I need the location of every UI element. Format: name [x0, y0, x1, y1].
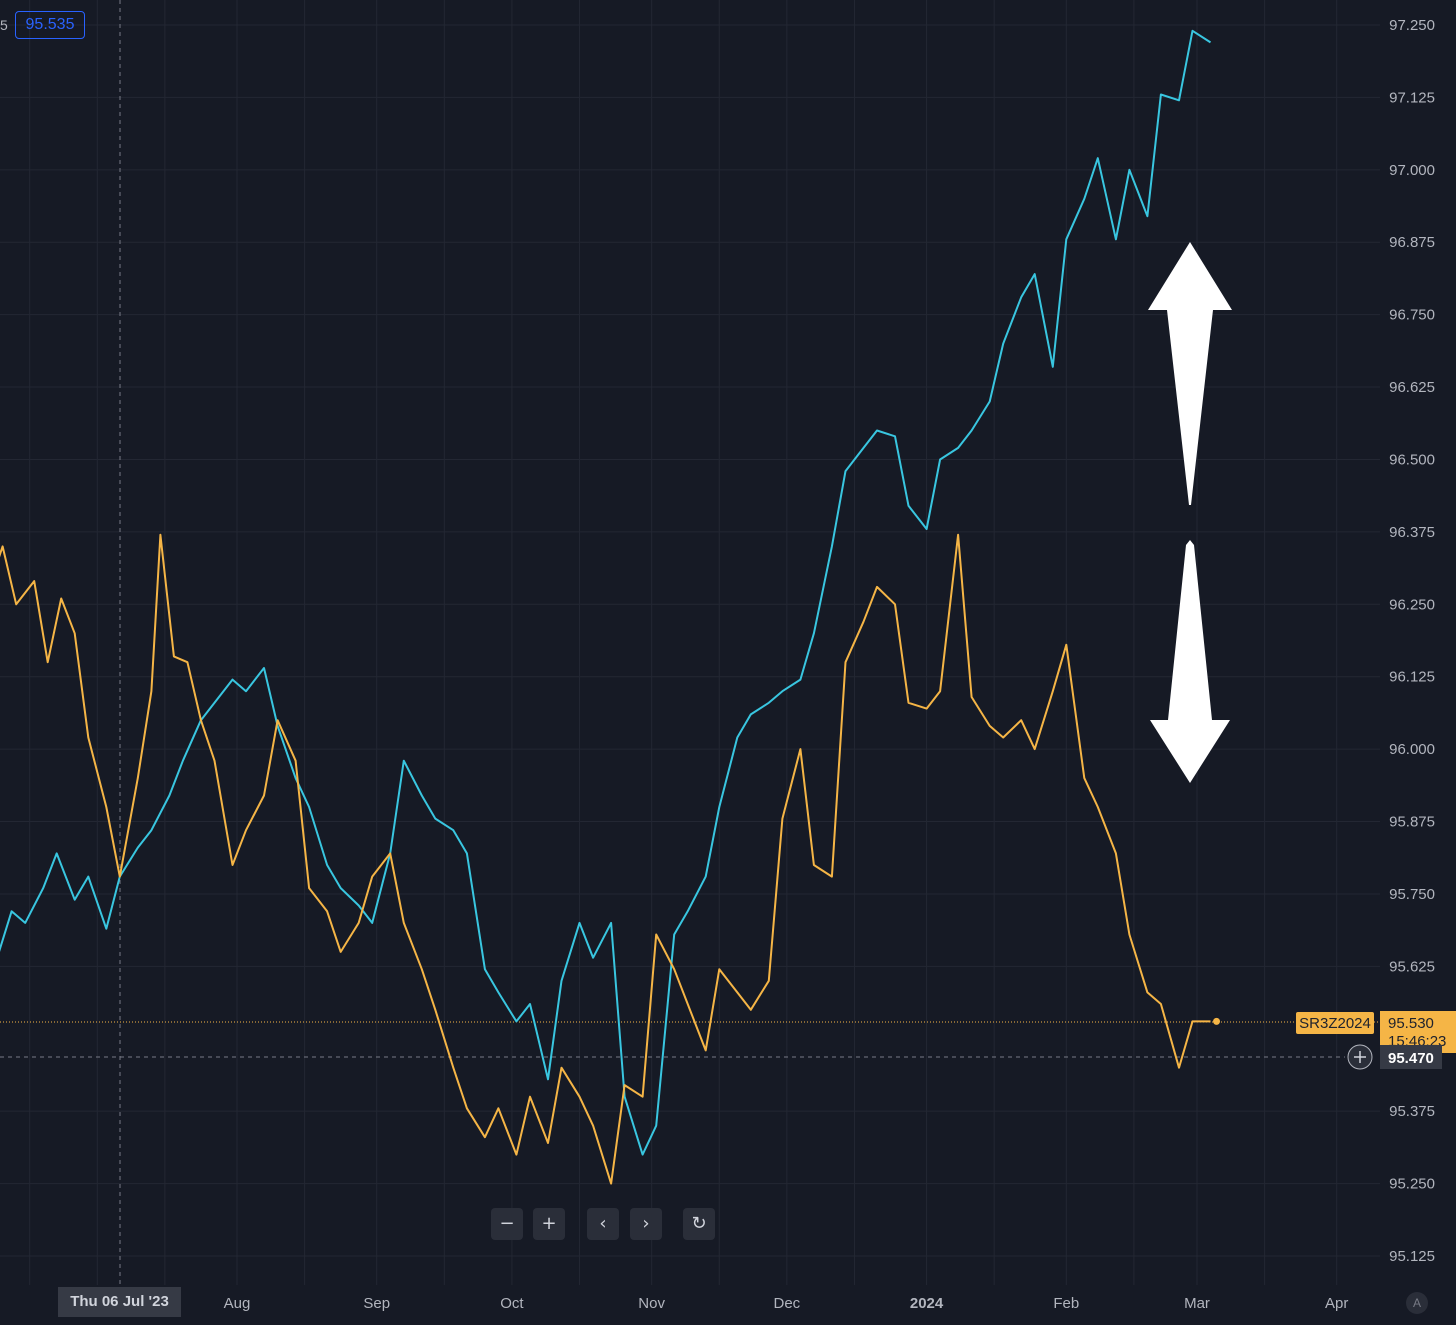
symbol-label: SR3Z2024: [1299, 1015, 1371, 1032]
price-tick-label: 96.125: [1389, 669, 1435, 686]
price-tick-label: 95.625: [1389, 958, 1435, 975]
time-tick-label: Feb: [1053, 1295, 1079, 1312]
zoom-in-button[interactable]: +: [533, 1208, 565, 1240]
crosshair-date-label: Thu 06 Jul '23: [58, 1287, 181, 1317]
series-line-orange[interactable]: [0, 442, 1211, 1185]
price-tick-label: 97.125: [1389, 89, 1435, 106]
legend-truncated-text: 5: [0, 17, 8, 33]
price-tick-label: 96.875: [1389, 234, 1435, 251]
price-tick-label: 96.000: [1389, 741, 1435, 758]
series-lines: [0, 29, 1221, 1185]
time-tick-label: 2024: [910, 1295, 944, 1312]
grid-lines: [0, 24, 1380, 1257]
auto-scale-button[interactable]: A: [1406, 1292, 1428, 1314]
legend-value-badge: 95.535: [15, 11, 85, 39]
crosshair-price-box: [1380, 1045, 1442, 1069]
scroll-left-button[interactable]: ‹: [587, 1208, 619, 1240]
zoom-out-button[interactable]: −: [491, 1208, 523, 1240]
time-tick-label: Oct: [500, 1295, 524, 1312]
price-scale[interactable]: 97.250 97.125 97.000 96.875 96.750 96.625 96.5…: [1389, 17, 1435, 1265]
price-tick-label: 97.000: [1389, 162, 1435, 179]
time-scale[interactable]: Aug Sep Oct Nov Dec 2024 Feb Mar Apr: [224, 1295, 1349, 1312]
double-arrow-upper: [1148, 242, 1232, 505]
price-tick-label: 96.625: [1389, 379, 1435, 396]
time-tick-label: Sep: [363, 1295, 390, 1312]
scroll-right-button[interactable]: ›: [630, 1208, 662, 1240]
price-tick-label: 95.875: [1389, 814, 1435, 831]
time-tick-label: Apr: [1325, 1295, 1348, 1312]
last-point-marker: [1213, 1017, 1221, 1025]
price-tick-label: 96.250: [1389, 596, 1435, 613]
price-tick-label: 95.375: [1389, 1103, 1435, 1120]
double-arrow-lower: [1150, 540, 1230, 783]
last-price-label: 95.530: [1388, 1015, 1434, 1032]
price-tick-label: 95.250: [1389, 1176, 1435, 1193]
vertical-grid-lines: [29, 0, 1338, 1285]
price-tick-label: 96.375: [1389, 524, 1435, 541]
reset-chart-button[interactable]: ↻: [683, 1208, 715, 1240]
price-tick-label: 96.750: [1389, 307, 1435, 324]
time-tick-label: Nov: [638, 1295, 665, 1312]
price-tick-label: 96.500: [1389, 451, 1435, 468]
series-line-cyan[interactable]: [0, 29, 1212, 1156]
time-tick-label: Aug: [224, 1295, 251, 1312]
time-tick-label: Dec: [774, 1295, 801, 1312]
crosshair-price-label: 95.470: [1388, 1050, 1434, 1067]
price-tick-label: 95.750: [1389, 886, 1435, 903]
time-tick-label: Mar: [1184, 1295, 1210, 1312]
symbol-label-box: [1296, 1012, 1374, 1034]
price-tick-label: 97.250: [1389, 17, 1435, 34]
price-tick-label: 95.125: [1389, 1248, 1435, 1265]
